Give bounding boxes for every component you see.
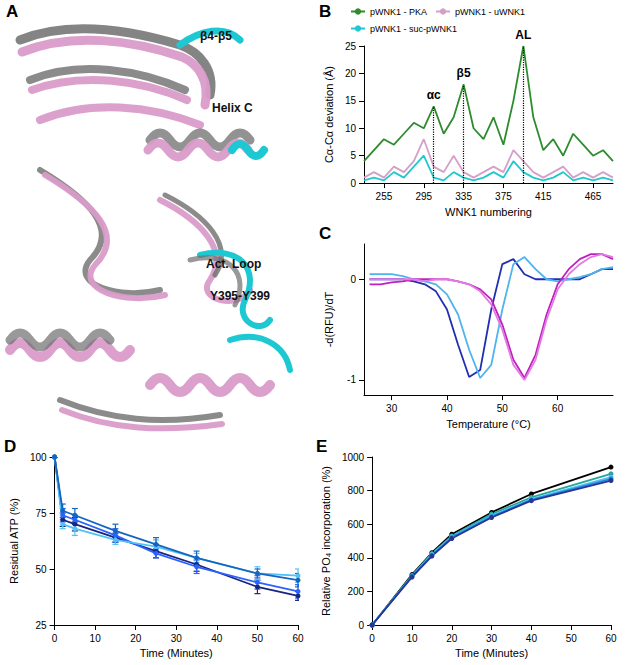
svg-text:10: 10 [406, 633, 418, 644]
svg-text:800: 800 [347, 485, 364, 496]
svg-text:40: 40 [526, 633, 538, 644]
svg-text:50: 50 [35, 564, 47, 575]
svg-text:40: 40 [211, 633, 223, 644]
svg-text:415: 415 [535, 191, 552, 202]
svg-text:-1: -1 [347, 374, 356, 385]
svg-text:600: 600 [347, 519, 364, 530]
svg-text:0: 0 [52, 633, 58, 644]
svg-text:400: 400 [347, 552, 364, 563]
svg-text:20: 20 [130, 633, 142, 644]
svg-text:295: 295 [415, 191, 432, 202]
svg-text:30: 30 [386, 403, 398, 414]
svg-text:10: 10 [90, 633, 102, 644]
svg-text:60: 60 [292, 633, 304, 644]
html-text:C: C [319, 224, 332, 243]
svg-text:60: 60 [605, 633, 617, 644]
svg-text:WNK1 numbering: WNK1 numbering [445, 206, 532, 218]
svg-text:Time (Minutes): Time (Minutes) [140, 647, 213, 659]
svg-text:15: 15 [345, 95, 357, 106]
svg-text:Time (Minutes): Time (Minutes) [455, 647, 528, 659]
svg-text:β5: β5 [457, 66, 471, 80]
svg-text:60: 60 [552, 403, 564, 414]
svg-text:30: 30 [171, 633, 183, 644]
svg-text:Residual ATP (%): Residual ATP (%) [8, 498, 20, 584]
svg-text:30: 30 [486, 633, 498, 644]
svg-text:-d(RFU)/dT: -d(RFU)/dT [323, 291, 335, 347]
svg-text:AL: AL [515, 28, 531, 42]
svg-text:375: 375 [495, 191, 512, 202]
svg-text:255: 255 [376, 191, 393, 202]
svg-text:0: 0 [359, 620, 365, 631]
svg-text:20: 20 [345, 68, 357, 79]
svg-text:50: 50 [252, 633, 264, 644]
svg-text:Y395-Y399: Y395-Y399 [210, 289, 270, 303]
svg-text:10: 10 [345, 123, 357, 134]
svg-text:75: 75 [35, 508, 47, 519]
svg-text:465: 465 [585, 191, 602, 202]
html-text:A: A [6, 2, 19, 21]
svg-text:Act. Loop: Act. Loop [206, 257, 261, 271]
svg-text:5: 5 [350, 150, 356, 161]
svg-text:pWNK1 - suc-pWNK1: pWNK1 - suc-pWNK1 [370, 24, 457, 34]
html-text:E: E [316, 437, 328, 456]
html-text:B: B [319, 2, 332, 21]
svg-text:αc: αc [427, 88, 441, 102]
svg-text:0: 0 [350, 274, 356, 285]
svg-text:20: 20 [446, 633, 458, 644]
svg-text:100: 100 [30, 452, 47, 463]
svg-text:200: 200 [347, 586, 364, 597]
svg-text:Relative PO₄ incorporation (%): Relative PO₄ incorporation (%) [320, 466, 332, 616]
svg-text:335: 335 [455, 191, 472, 202]
svg-text:β4-β5: β4-β5 [200, 29, 232, 43]
svg-text:Temperature (°C): Temperature (°C) [446, 418, 530, 430]
svg-text:25: 25 [345, 41, 357, 52]
svg-text:Cα-Cα deviation (Å): Cα-Cα deviation (Å) [323, 66, 335, 163]
svg-text:pWNK1 - PKA: pWNK1 - PKA [370, 7, 427, 17]
svg-text:25: 25 [35, 620, 47, 631]
svg-text:0: 0 [369, 633, 375, 644]
svg-text:50: 50 [497, 403, 509, 414]
svg-text:0: 0 [350, 178, 356, 189]
html-text:D: D [4, 437, 17, 456]
svg-text:40: 40 [441, 403, 453, 414]
svg-text:50: 50 [566, 633, 578, 644]
svg-text:Helix C: Helix C [212, 101, 253, 115]
svg-text:1000: 1000 [342, 452, 365, 463]
svg-text:pWNK1 - uWNK1: pWNK1 - uWNK1 [455, 7, 525, 17]
